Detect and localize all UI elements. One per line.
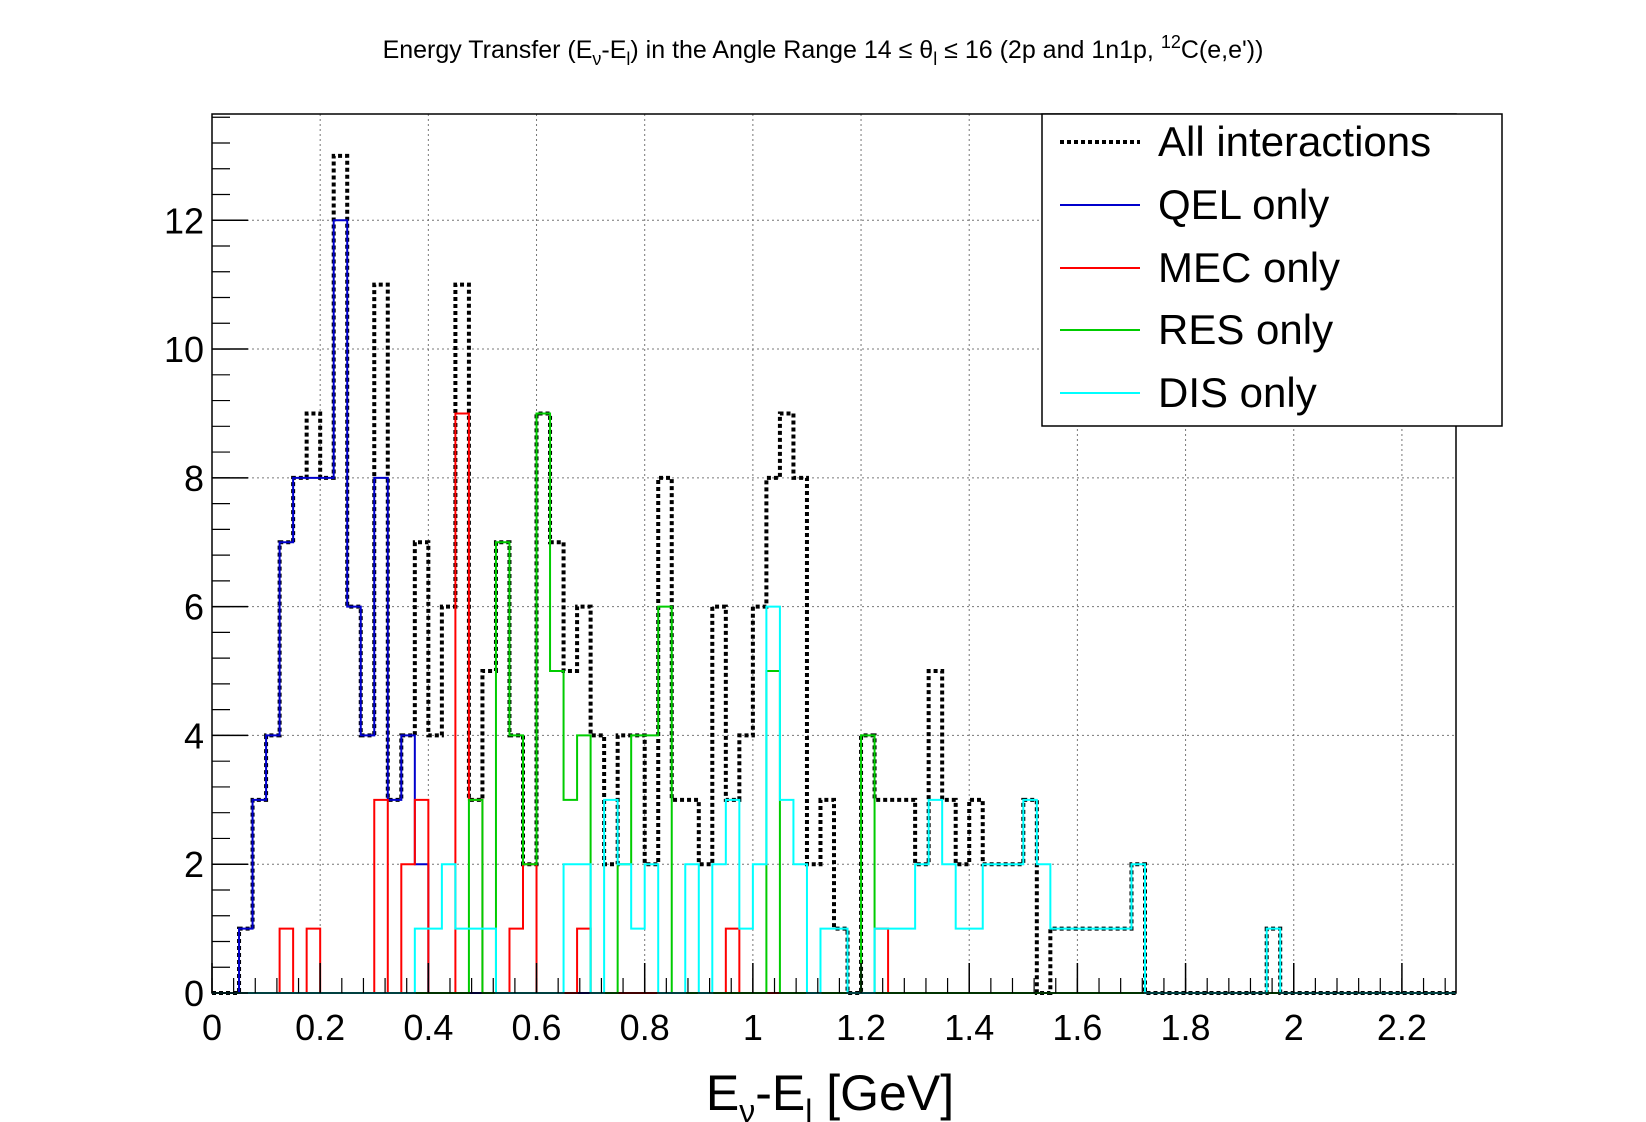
axes (211, 113, 1457, 994)
x-tick-label: 2 (1284, 1007, 1304, 1048)
legend: All interactions QEL only MEC only RES o… (1041, 113, 1503, 427)
x-tick-label: 0.2 (295, 1007, 345, 1048)
legend-label-all: All interactions (1158, 118, 1431, 165)
y-tick-label: 4 (184, 715, 204, 756)
legend-label-qel: QEL only (1158, 181, 1329, 228)
legend-label-mec: MEC only (1158, 244, 1340, 291)
legend-box (1041, 113, 1503, 427)
x-tick-label: 0.4 (403, 1007, 453, 1048)
tick-labels: 0 0.2 0.4 0.6 0.8 1 1.2 1.4 1.6 1.8 2 2.2 0 2 4 6 8 10 12 (164, 200, 1427, 1048)
x-tick-label: 1.6 (1052, 1007, 1102, 1048)
x-tick-label: 1.8 (1161, 1007, 1211, 1048)
x-tick-label: 0.8 (620, 1007, 670, 1048)
y-tick-label: 10 (164, 329, 204, 370)
x-tick-label: 2.2 (1377, 1007, 1427, 1048)
x-tick-label: 0.6 (511, 1007, 561, 1048)
y-tick-label: 6 (184, 587, 204, 628)
y-tick-label: 0 (184, 973, 204, 1014)
chart-title: Energy Transfer (Eν-El) in the Angle Ran… (383, 32, 1264, 69)
x-axis-title: Eν-El [GeV] (706, 1065, 954, 1122)
y-tick-label: 8 (184, 458, 204, 499)
x-tick-label: 1.4 (944, 1007, 994, 1048)
x-tick-label: 1.2 (836, 1007, 886, 1048)
legend-label-res: RES only (1158, 306, 1333, 353)
y-tick-label: 2 (184, 844, 204, 885)
x-tick-label: 1 (743, 1007, 763, 1048)
y-tick-label: 12 (164, 200, 204, 241)
x-tick-label: 0 (202, 1007, 222, 1048)
plot-frame (211, 113, 1457, 994)
legend-label-dis: DIS only (1158, 369, 1317, 416)
